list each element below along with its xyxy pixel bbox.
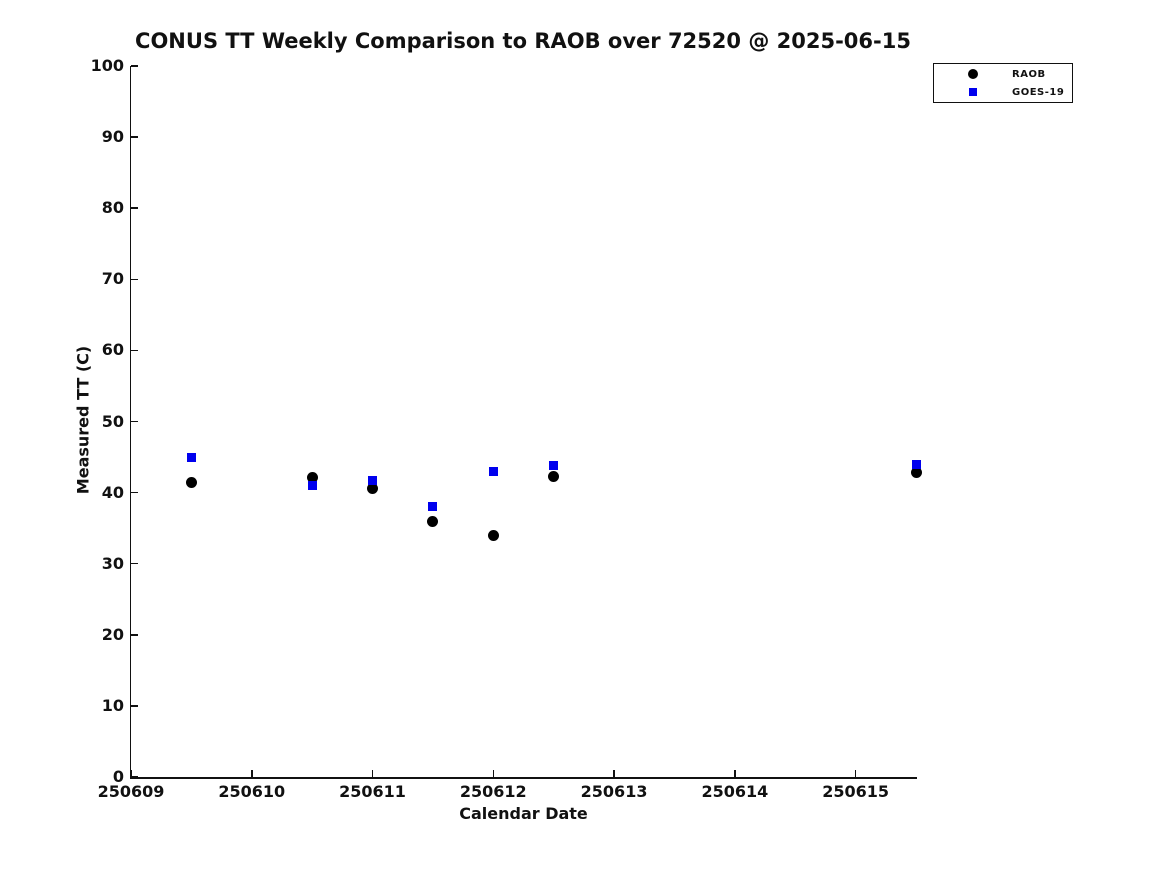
y-tick-label: 10	[101, 695, 124, 715]
data-point-raob	[910, 467, 922, 479]
data-point-goes-19	[307, 480, 317, 490]
y-tick-label: 90	[101, 127, 124, 147]
x-tick-mark	[492, 770, 495, 777]
y-tick-label: 50	[101, 411, 124, 431]
data-point-raob	[427, 515, 439, 527]
y-tick-mark	[131, 207, 138, 209]
x-tick-label: 250614	[701, 782, 769, 801]
legend-label-goes19: GOES-19	[1012, 86, 1065, 98]
y-tick-label: 40	[101, 482, 124, 502]
x-tick-mark	[130, 770, 132, 777]
y-tick-mark	[131, 136, 138, 138]
y-tick-mark	[131, 776, 138, 778]
chart-title: CONUS TT Weekly Comparison to RAOB over …	[135, 29, 911, 53]
x-tick-mark	[734, 770, 736, 777]
y-tick-mark	[131, 705, 138, 707]
data-point-goes-19	[911, 460, 921, 470]
data-point-raob	[185, 477, 197, 489]
x-tick-label: 250609	[97, 782, 165, 801]
y-tick-mark	[131, 634, 138, 636]
x-tick-label: 250613	[580, 782, 648, 801]
x-tick-mark	[613, 770, 615, 777]
x-tick-label: 250610	[218, 782, 286, 801]
raob-circle-marker-icon	[968, 69, 978, 79]
y-axis-line	[129, 66, 131, 779]
data-point-goes-19	[488, 466, 498, 476]
y-tick-mark	[131, 491, 138, 494]
x-tick-label: 250615	[822, 782, 889, 801]
legend: RAOB GOES-19	[933, 63, 1073, 103]
x-axis-label: Calendar Date	[459, 804, 588, 823]
y-tick-mark	[131, 349, 138, 352]
x-axis-line	[129, 777, 917, 779]
x-tick-mark	[371, 770, 374, 777]
legend-item-goes19: GOES-19	[934, 84, 1072, 100]
x-tick-label: 250611	[339, 782, 406, 801]
y-tick-mark	[131, 562, 138, 565]
y-tick-label: 70	[101, 269, 124, 289]
data-point-raob	[306, 472, 318, 484]
y-tick-label: 80	[101, 198, 124, 218]
y-tick-mark	[131, 420, 138, 423]
data-point-goes-19	[428, 502, 438, 512]
data-point-raob	[367, 482, 379, 494]
x-tick-mark	[251, 770, 253, 777]
y-tick-label: 60	[101, 340, 124, 360]
y-tick-label: 20	[101, 624, 124, 644]
data-point-raob	[487, 529, 499, 541]
data-point-goes-19	[368, 476, 378, 485]
y-tick-mark	[131, 65, 138, 67]
y-tick-label: 30	[101, 553, 124, 573]
data-point-goes-19	[186, 452, 196, 462]
goes19-square-marker-icon	[969, 88, 977, 96]
y-tick-label: 0	[112, 767, 124, 786]
x-tick-mark	[854, 770, 857, 777]
data-point-raob	[548, 470, 560, 482]
legend-label-raob: RAOB	[1012, 68, 1046, 80]
y-tick-label: 100	[90, 56, 124, 75]
y-tick-mark	[131, 278, 138, 281]
data-point-goes-19	[549, 461, 559, 471]
legend-item-raob: RAOB	[934, 66, 1072, 82]
x-tick-label: 250612	[459, 782, 527, 801]
